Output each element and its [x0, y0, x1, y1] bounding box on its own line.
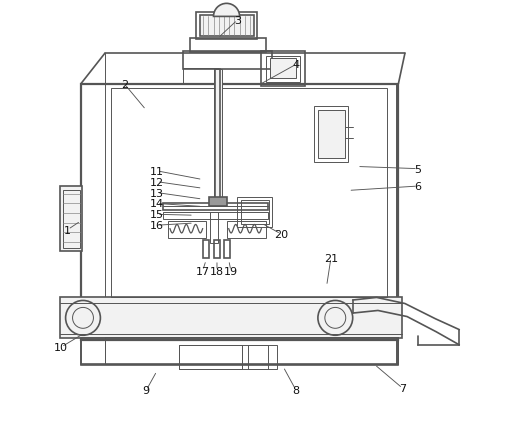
Text: 17: 17	[195, 266, 210, 276]
Bar	[248, 345, 277, 369]
Bar	[196, 13, 257, 40]
Bar	[163, 204, 268, 210]
Text: 12: 12	[150, 178, 164, 187]
Bar	[266, 56, 301, 82]
Bar	[63, 190, 80, 248]
Bar	[199, 16, 253, 37]
Text: 4: 4	[292, 60, 300, 70]
Bar	[261, 52, 305, 87]
Bar	[203, 241, 209, 258]
Bar	[210, 213, 218, 243]
Bar	[179, 345, 268, 369]
Bar	[270, 59, 296, 79]
Bar	[183, 69, 218, 85]
Bar	[60, 187, 82, 252]
Bar	[318, 111, 345, 158]
Bar	[111, 89, 388, 297]
Bar	[179, 345, 242, 369]
Text: 10: 10	[54, 342, 68, 352]
Bar	[105, 338, 398, 365]
Bar	[190, 39, 266, 53]
Text: 13: 13	[150, 188, 164, 198]
Text: 14: 14	[150, 199, 164, 209]
Bar	[237, 197, 272, 228]
Wedge shape	[213, 4, 240, 17]
Text: 11: 11	[150, 167, 164, 176]
Text: 6: 6	[414, 182, 421, 191]
Bar	[163, 213, 268, 219]
Bar	[213, 69, 222, 200]
Text: 20: 20	[274, 230, 288, 239]
Bar	[213, 241, 219, 258]
Text: 9: 9	[142, 386, 150, 395]
Text: 2: 2	[121, 80, 128, 89]
Bar	[241, 201, 269, 225]
Bar	[215, 69, 221, 200]
Text: 16: 16	[150, 221, 164, 230]
Bar	[60, 297, 402, 339]
Text: 5: 5	[414, 164, 421, 174]
Text: 18: 18	[210, 266, 224, 276]
Text: 3: 3	[234, 16, 241, 26]
Text: 7: 7	[399, 384, 406, 393]
Bar	[81, 85, 398, 341]
Bar	[314, 106, 348, 163]
Text: 8: 8	[292, 386, 300, 395]
Text: 15: 15	[150, 210, 164, 220]
Bar	[225, 241, 230, 258]
Text: 21: 21	[324, 253, 338, 263]
Bar	[227, 221, 266, 239]
Bar	[168, 221, 206, 239]
Bar	[209, 197, 227, 207]
Bar	[81, 339, 398, 365]
Text: 1: 1	[64, 225, 71, 235]
Bar	[183, 52, 272, 69]
Text: 19: 19	[224, 266, 238, 276]
